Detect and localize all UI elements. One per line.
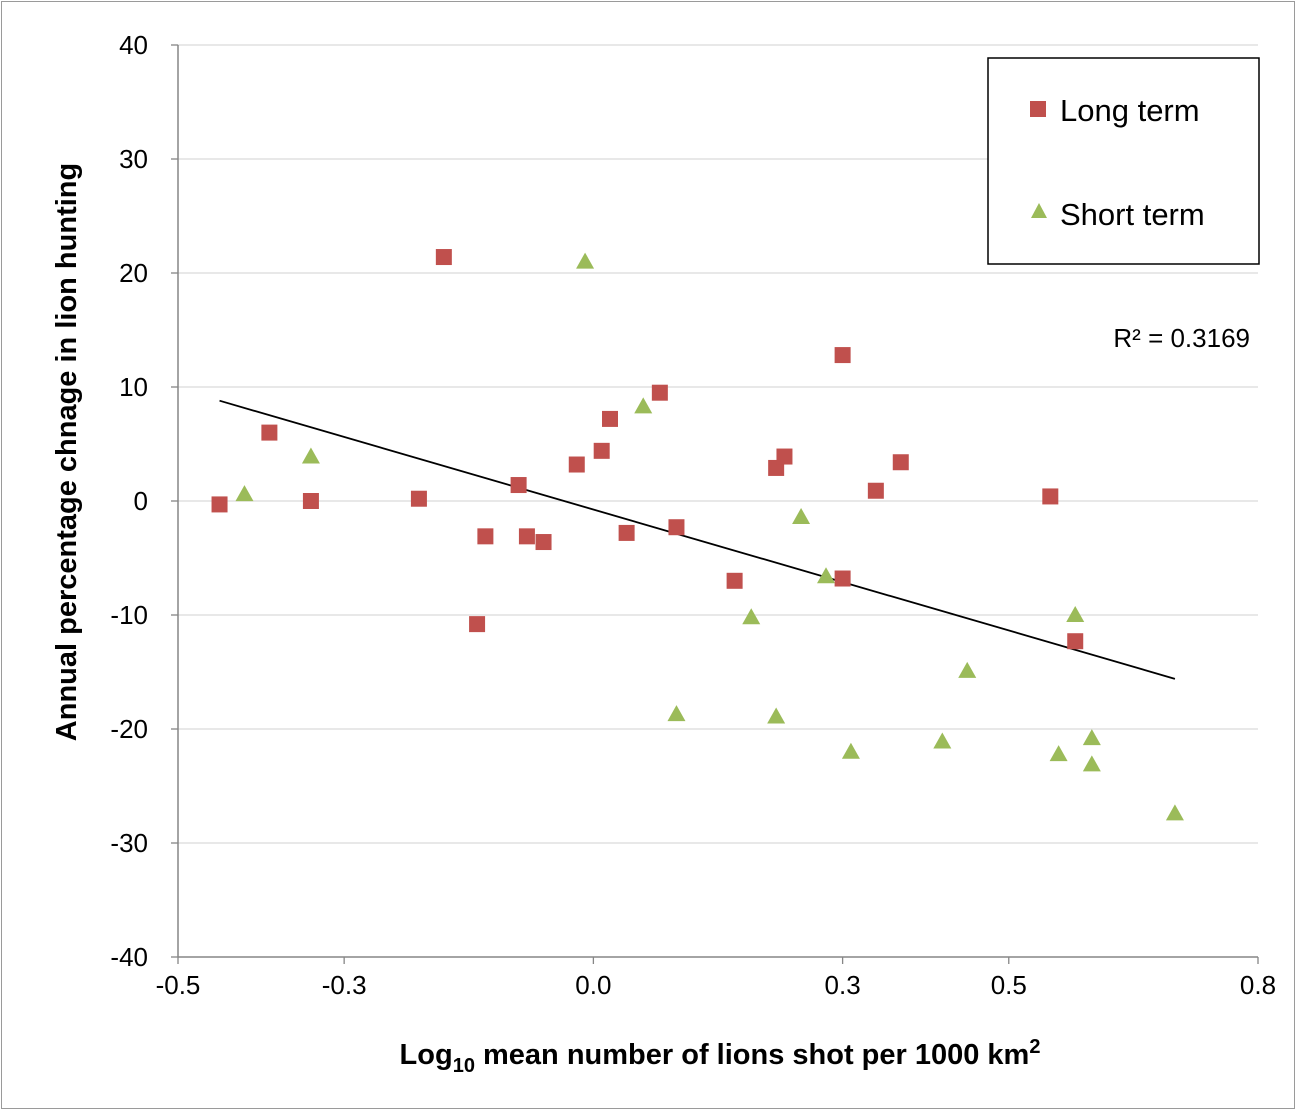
x-axis-title-prefix: Log <box>400 1039 453 1071</box>
data-point-square <box>776 448 793 465</box>
legend-short-term-label: Short term <box>1060 197 1205 232</box>
data-point-triangle <box>841 742 860 759</box>
data-point-square <box>834 347 851 364</box>
data-point-triangle <box>1049 745 1068 762</box>
y-tick-label: -40 <box>110 942 148 972</box>
y-tick-label: 0 <box>134 486 148 516</box>
data-point-triangle <box>742 608 761 625</box>
data-point-triangle <box>576 252 595 269</box>
data-point-square <box>1067 633 1084 650</box>
y-tick-labels: 40 30 20 10 0 -10 -20 -30 -40 <box>110 30 148 972</box>
x-tick-label: 0.5 <box>991 970 1027 1000</box>
x-tick-label: -0.3 <box>322 970 367 1000</box>
y-axis-title: Annual percentage chnage in lion hunting <box>51 163 83 741</box>
series-short-term <box>235 252 1184 821</box>
data-point-square <box>593 442 610 459</box>
trendline <box>219 399 1176 680</box>
data-point-square <box>668 519 685 536</box>
data-point-triangle <box>1066 606 1085 622</box>
data-point-square <box>892 454 909 471</box>
y-tick-label: -20 <box>110 714 148 744</box>
legend-short-term-marker <box>1031 203 1047 218</box>
data-point-square <box>618 524 635 541</box>
axes <box>171 44 1259 964</box>
data-point-square <box>469 616 486 633</box>
y-tick-label: -30 <box>110 828 148 858</box>
x-tick-label: 0.3 <box>825 970 861 1000</box>
data-point-triangle <box>767 707 786 724</box>
data-point-square <box>211 496 228 513</box>
data-point-square <box>1042 488 1059 505</box>
data-point-square <box>261 424 278 441</box>
x-axis-title: Log10 mean number of lions shot per 1000… <box>400 1036 1041 1077</box>
data-point-triangle <box>667 705 686 722</box>
legend: Long term Short term <box>987 57 1260 265</box>
data-point-square <box>302 493 319 509</box>
legend-box <box>987 57 1260 265</box>
x-tick-label: -0.5 <box>156 970 201 1000</box>
data-point-square <box>834 570 851 587</box>
data-point-triangle <box>634 397 653 414</box>
legend-long-term-label: Long term <box>1060 93 1200 128</box>
y-tick-label: 10 <box>119 372 148 402</box>
series-long-term <box>211 249 1084 650</box>
data-point-triangle <box>1165 804 1184 821</box>
data-point-triangle <box>817 567 835 584</box>
data-point-square <box>518 528 535 545</box>
x-axis-title-superscript: 2 <box>1029 1036 1040 1058</box>
y-tick-label: -10 <box>110 600 148 630</box>
trendline-group <box>219 399 1176 680</box>
data-point-square <box>435 249 452 266</box>
y-tick-label: 30 <box>119 144 148 174</box>
data-point-square <box>510 477 527 494</box>
data-points <box>211 249 1184 821</box>
r-squared-annotation: R² = 0.3169 <box>1113 323 1250 353</box>
data-point-square <box>867 482 884 499</box>
data-point-square <box>410 490 427 507</box>
data-point-triangle <box>1082 755 1101 772</box>
legend-long-term-marker <box>1030 101 1046 117</box>
data-point-triangle <box>235 485 254 502</box>
data-point-triangle <box>301 447 320 464</box>
data-point-square <box>477 528 494 545</box>
x-tick-label: 0.8 <box>1240 970 1276 1000</box>
data-point-square <box>568 456 585 473</box>
y-tick-label: 40 <box>119 30 148 60</box>
data-point-square <box>602 410 618 427</box>
data-point-square <box>651 384 668 401</box>
data-point-triangle <box>792 507 811 524</box>
x-axis-title-subscript: 10 <box>453 1055 475 1077</box>
data-point-square <box>726 572 743 589</box>
data-point-square <box>535 534 552 551</box>
y-tick-label: 20 <box>119 258 148 288</box>
data-point-triangle <box>933 732 952 749</box>
data-point-triangle <box>1082 729 1101 746</box>
x-tick-labels: -0.5 -0.3 0.0 0.3 0.5 0.8 <box>156 970 1276 1000</box>
data-point-triangle <box>958 661 977 678</box>
x-axis-title-main: mean number of lions shot per 1000 km <box>475 1039 1029 1071</box>
x-tick-label: 0.0 <box>575 970 611 1000</box>
